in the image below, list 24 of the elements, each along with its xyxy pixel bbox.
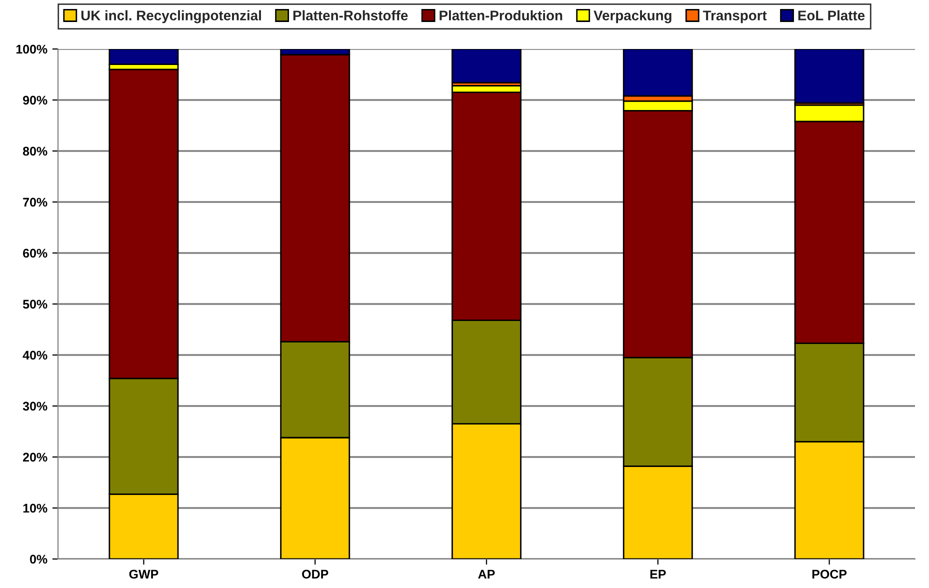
y-tick-label: 60% [23,248,48,258]
bar [452,49,522,84]
y-tick-label: 40% [22,350,48,360]
x-tick-label: EP [650,570,666,578]
y-tick-label: 90% [23,96,48,105]
legend-label: Verpackung [594,10,672,24]
legend-label: Transport [702,10,767,24]
y-tick-label: 0% [30,554,48,564]
legend-label: EoL Platte [798,10,865,20]
y-tick-label: 50% [22,300,48,309]
y-tick-label: 100% [16,44,48,54]
legend-label: Platten-Rohstoffe [293,10,408,20]
bar [794,49,864,104]
y-tick-label: 20% [23,452,48,462]
x-tick-label: AP [478,570,495,578]
x-tick-label: GWP [129,570,158,579]
y-tick-label: 70% [23,198,48,207]
x-tick-label: ODP [302,570,328,579]
y-tick-label: 80% [22,146,48,156]
y-tick-label: 30% [22,402,48,411]
y-tick-label: 10% [23,504,48,513]
legend-label: Platten-Produktion [440,10,562,20]
legend-label: UK incl. Recyclingpotenzial [81,10,261,24]
x-tick-label: POCP [812,570,847,579]
